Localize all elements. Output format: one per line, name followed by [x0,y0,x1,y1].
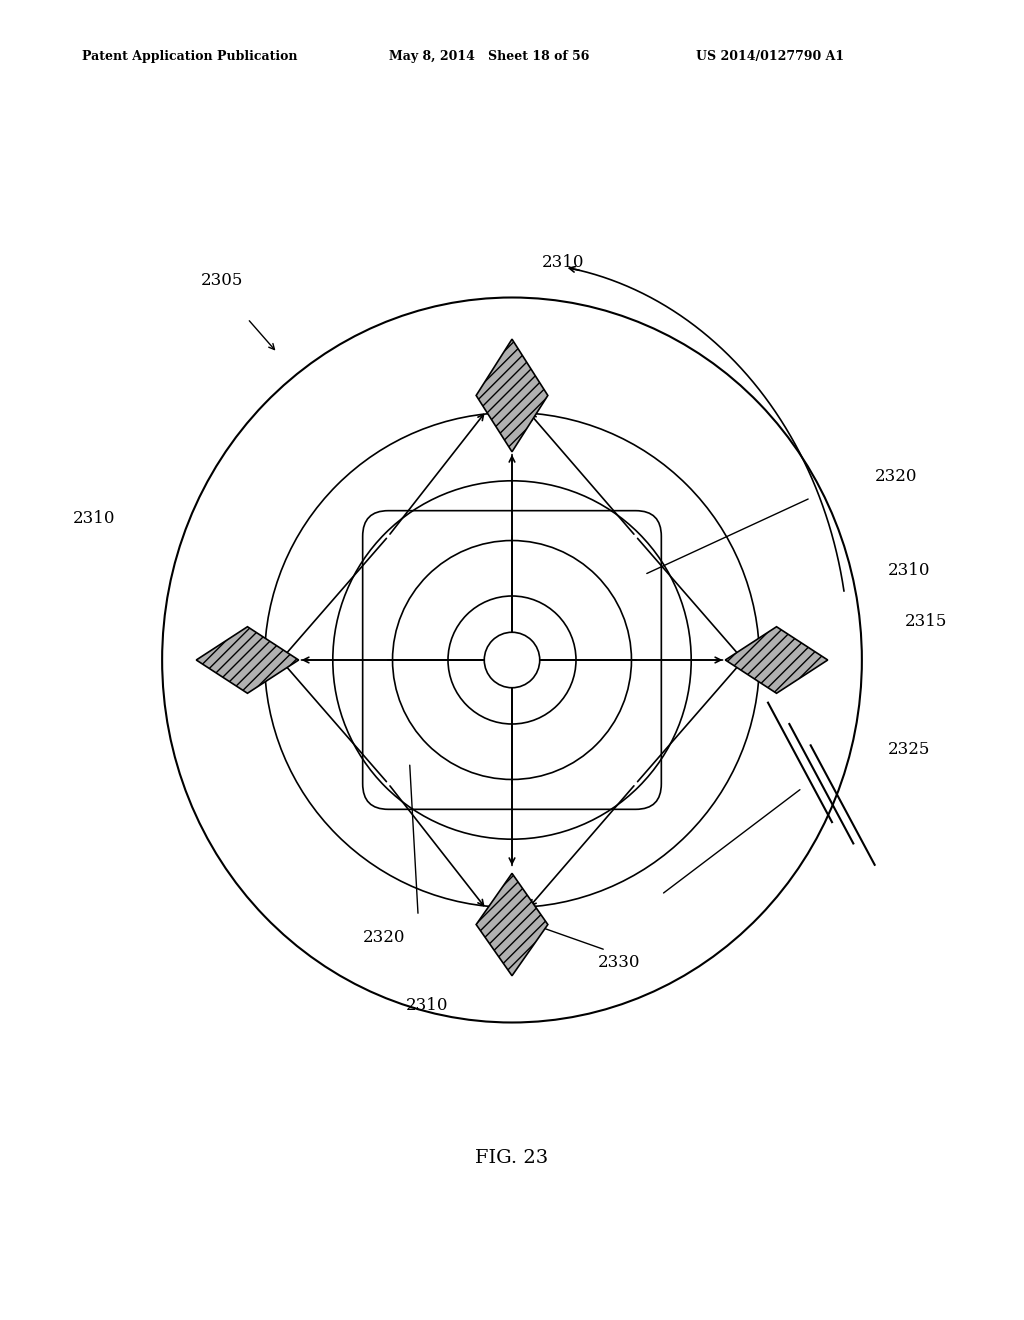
Text: 2310: 2310 [542,255,585,272]
Text: 2310: 2310 [406,997,447,1014]
Text: US 2014/0127790 A1: US 2014/0127790 A1 [696,50,845,63]
Text: Patent Application Publication: Patent Application Publication [82,50,297,63]
Polygon shape [197,627,299,693]
Text: 2330: 2330 [597,954,640,972]
Text: 2310: 2310 [888,562,930,578]
Text: 2305: 2305 [201,272,243,289]
Text: May 8, 2014   Sheet 18 of 56: May 8, 2014 Sheet 18 of 56 [389,50,590,63]
Polygon shape [476,874,548,975]
Text: 2310: 2310 [73,511,115,528]
Text: 2325: 2325 [888,741,930,758]
Polygon shape [476,339,548,451]
Text: 2320: 2320 [874,467,918,484]
Polygon shape [725,627,827,693]
Text: 2315: 2315 [904,612,947,630]
Text: FIG. 23: FIG. 23 [475,1150,549,1167]
Circle shape [484,632,540,688]
Text: 2320: 2320 [362,928,406,945]
